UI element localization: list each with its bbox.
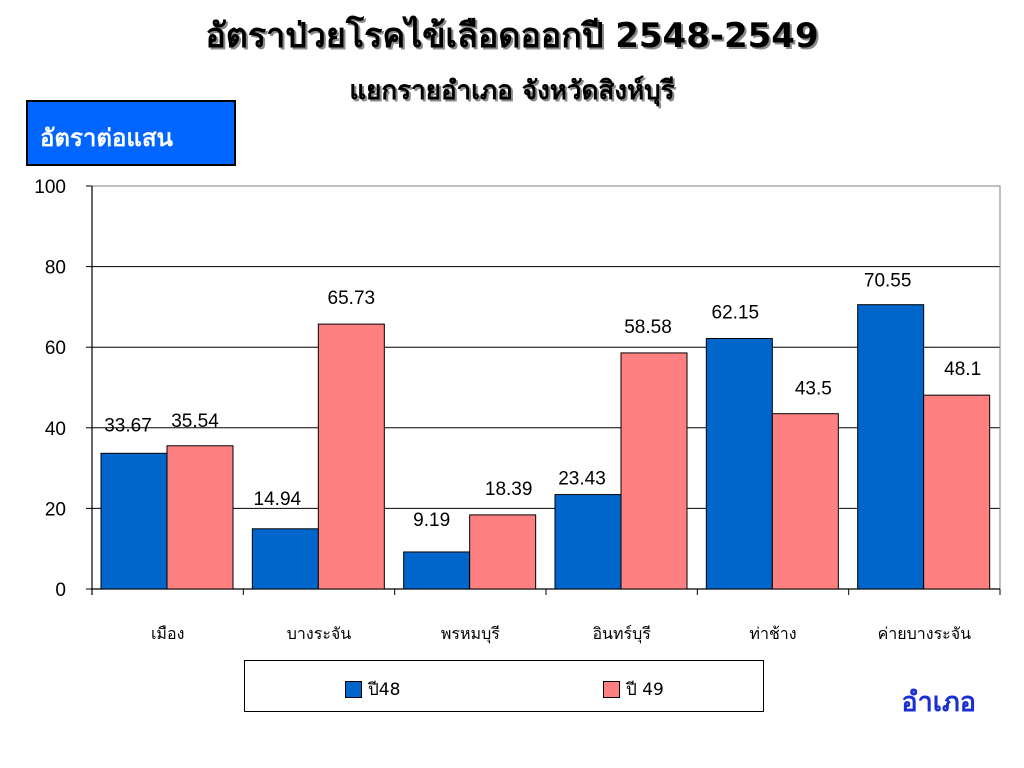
y-tick-label-5: 100 <box>34 177 66 198</box>
legend-item-series-1: ปี48 <box>345 676 400 703</box>
chart-title-years: 2548-2549 <box>615 16 819 56</box>
legend: ปี48 ปี 49 <box>244 660 764 712</box>
y-tick-label-3: 60 <box>45 338 66 359</box>
bar-s2-1 <box>317 323 385 590</box>
data-label-s2-5: 48.1 <box>944 359 981 380</box>
x-axis-caption: อำเภอ <box>901 687 976 718</box>
bar-s2-0 <box>166 445 234 590</box>
data-label-s2-0: 35.54 <box>171 411 219 432</box>
x-tick-label-0: เมือง <box>151 624 184 643</box>
data-label-s1-2: 9.19 <box>413 510 450 531</box>
x-tick-label-1: บางระจัน <box>287 624 352 643</box>
bar-s1-4 <box>705 338 773 590</box>
data-label-s2-1: 65.73 <box>328 288 376 309</box>
data-label-s1-1: 14.94 <box>254 489 302 510</box>
data-label-s1-0: 33.67 <box>104 415 152 436</box>
bar-s1-1 <box>251 528 319 590</box>
legend-label-series-2: ปี 49 <box>626 680 664 700</box>
legend-label-series-1: ปี48 <box>368 680 401 700</box>
legend-swatch-series-1 <box>345 681 362 698</box>
bar-s1-3 <box>554 494 622 590</box>
legend-swatch-series-2 <box>603 681 620 698</box>
data-label-s1-3: 23.43 <box>558 469 606 490</box>
data-label-s2-3: 58.58 <box>624 317 672 338</box>
chart-subtitle: แยกรายอำเภอ จังหวัดสิงห์บุรี <box>349 76 675 106</box>
bar-s2-3 <box>620 352 688 590</box>
bar-s2-2 <box>469 514 537 590</box>
data-label-s2-2: 18.39 <box>485 479 533 500</box>
y-tick-label-0: 0 <box>55 580 66 601</box>
bar-s1-2 <box>403 551 471 590</box>
data-label-s1-4: 62.15 <box>712 303 760 324</box>
y-tick-label-1: 20 <box>45 499 66 520</box>
y-axis-unit-label: อัตราต่อแสน <box>26 100 236 166</box>
y-tick-label-2: 40 <box>45 419 66 440</box>
y-tick-label-4: 80 <box>45 258 66 279</box>
bar-s1-5 <box>857 304 925 590</box>
x-tick-label-4: ท่าช้าง <box>749 624 796 643</box>
bar-s2-4 <box>771 413 839 590</box>
bar-s1-0 <box>100 452 168 590</box>
data-label-s1-5: 70.55 <box>864 271 912 292</box>
data-label-s2-4: 43.5 <box>795 379 832 400</box>
x-tick-label-3: อินทร์บุรี <box>592 624 651 644</box>
x-tick-label-5: ค่ายบางระจัน <box>878 624 972 643</box>
bar-s2-5 <box>923 394 991 590</box>
chart-title: อัตราป่วยโรคไข้เลือดออกปี 2548-2549 <box>0 8 1024 62</box>
legend-item-series-2: ปี 49 <box>603 676 664 703</box>
x-tick-label-2: พรหมบุรี <box>441 624 500 644</box>
chart-title-prefix: อัตราป่วยโรคไข้เลือดออกปี <box>205 16 616 56</box>
